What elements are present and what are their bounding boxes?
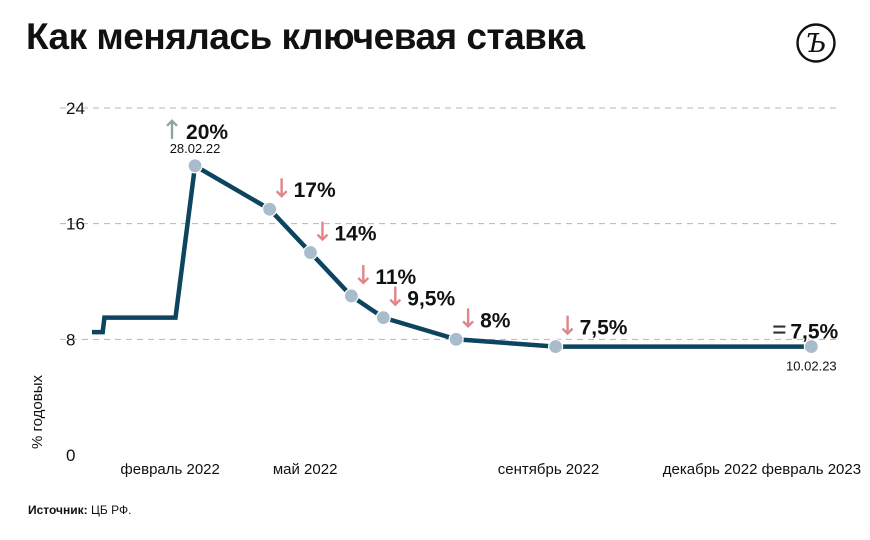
rate-marker xyxy=(187,158,203,174)
rate-annotation: 9,5% xyxy=(407,288,455,311)
rate-marker xyxy=(343,288,359,304)
x-tick-label: февраль 2022 xyxy=(120,461,219,478)
rate-marker xyxy=(302,244,319,261)
chart-title: Как менялась ключевая ставка xyxy=(26,16,585,57)
source-value: ЦБ РФ. xyxy=(91,503,132,517)
rate-annotation: 8% xyxy=(480,309,511,332)
source-note: Источник: ЦБ РФ. xyxy=(28,503,131,517)
arrow-down-icon xyxy=(275,178,288,198)
rate-annotation: 14% xyxy=(334,223,376,246)
publisher-logo: Ъ xyxy=(795,22,837,69)
logo-letter: Ъ xyxy=(806,29,827,59)
rate-marker xyxy=(448,331,464,347)
x-tick-label: май 2022 xyxy=(273,461,338,478)
source-label: Источник: xyxy=(28,503,88,517)
arrow-down-icon xyxy=(462,308,474,329)
x-tick-label: сентябрь 2022 xyxy=(498,461,599,478)
rate-marker xyxy=(803,338,819,355)
rate-line xyxy=(92,162,812,349)
arrow-down-icon xyxy=(389,286,402,307)
date-annotation: 10.02.23 xyxy=(786,359,837,374)
arrow-up-icon xyxy=(166,119,178,139)
y-tick-label: 16 xyxy=(66,215,85,234)
y-tick-label: 24 xyxy=(66,99,85,118)
arrow-down-icon xyxy=(357,264,370,285)
rate-marker xyxy=(547,338,564,355)
y-tick-label: 0 xyxy=(66,446,75,465)
x-tick-label: декабрь 2022 xyxy=(663,461,758,478)
date-annotation: 28.02.22 xyxy=(170,141,221,156)
equals-icon xyxy=(773,325,786,334)
y-tick-label: 8 xyxy=(66,330,75,349)
rate-annotation: 20% xyxy=(186,121,228,144)
rate-marker xyxy=(375,310,391,326)
rate-annotation: 17% xyxy=(294,179,336,202)
rate-marker xyxy=(262,201,278,217)
rate-annotation: 11% xyxy=(375,266,416,289)
rate-annotation: 7,5% xyxy=(790,321,838,344)
arrow-down-icon xyxy=(561,315,574,336)
rate-annotation: 7,5% xyxy=(580,317,628,340)
x-tick-label: февраль 2023 xyxy=(762,461,861,478)
y-axis-label: % годовых xyxy=(29,375,46,450)
arrow-down-icon xyxy=(316,221,329,242)
